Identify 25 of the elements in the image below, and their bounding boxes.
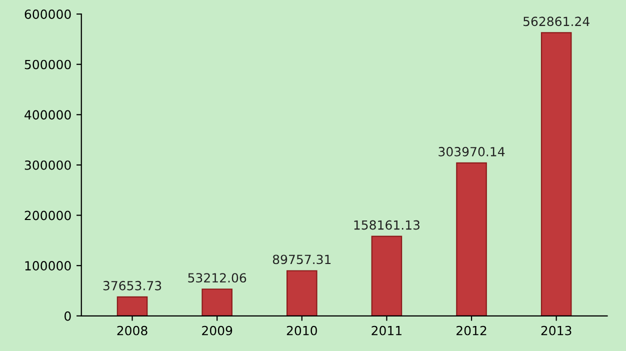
y-tick-label: 0	[64, 311, 71, 321]
bar	[286, 270, 318, 316]
data-label: 303970.14	[438, 146, 505, 156]
data-label: 37653.73	[103, 280, 162, 290]
data-label: 89757.31	[272, 254, 331, 264]
y-tick-label: 200000	[24, 210, 71, 220]
x-tick-label: 2010	[286, 326, 317, 336]
y-tick-label: 300000	[24, 160, 71, 170]
bar	[456, 162, 487, 316]
y-tick-label: 400000	[24, 110, 71, 120]
y-tick-label: 100000	[25, 261, 71, 271]
x-tick-label: 2013	[541, 326, 572, 336]
bar	[202, 288, 232, 316]
bar	[540, 32, 572, 316]
x-tick-label: 2011	[372, 326, 402, 336]
x-tick-label: 2009	[202, 326, 232, 336]
y-tick-label: 600000	[24, 10, 71, 19]
data-label: 562861.24	[524, 16, 590, 26]
data-label: 53212.06	[188, 273, 246, 283]
bar	[371, 236, 402, 316]
data-label: 158161.13	[354, 220, 420, 230]
y-tick-label: 500000	[24, 60, 71, 70]
x-tick-label: 2008	[117, 326, 148, 336]
x-tick-label: 2012	[456, 326, 486, 336]
bar	[116, 296, 148, 316]
